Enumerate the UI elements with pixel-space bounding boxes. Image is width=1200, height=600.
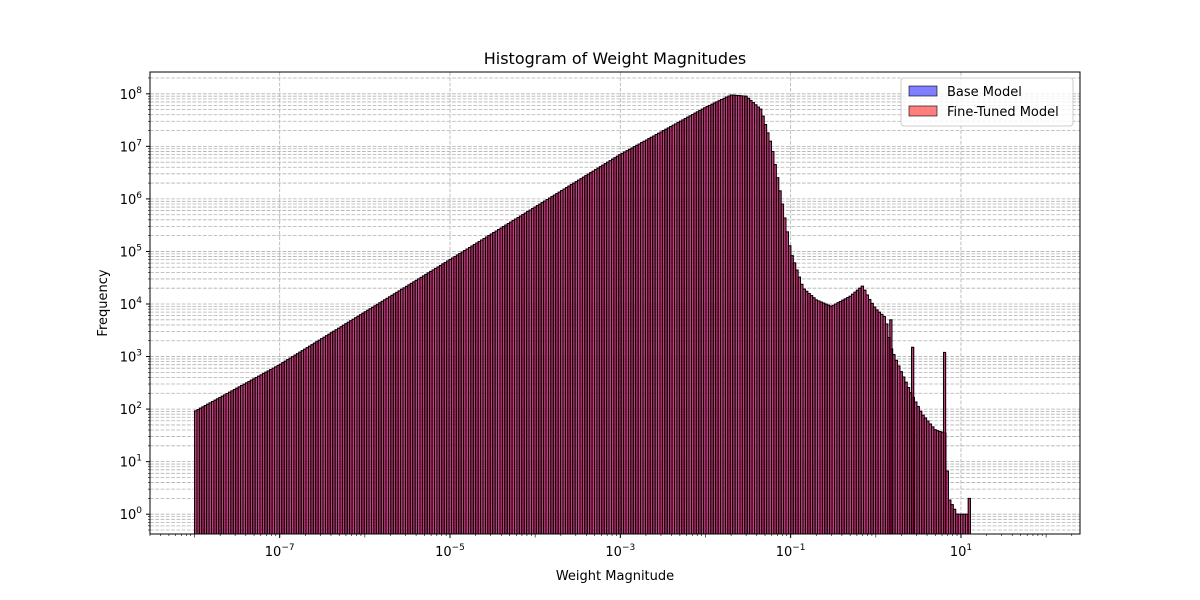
legend-label-fine-tuned-model: Fine-Tuned Model xyxy=(947,105,1059,120)
histogram-spike-fine-tuned-model xyxy=(942,351,947,535)
y-tick-label: 103 xyxy=(120,349,142,366)
y-tick-label: 106 xyxy=(120,191,143,208)
x-tick-label: 10−1 xyxy=(776,543,806,560)
legend-frame xyxy=(900,77,1074,127)
histogram-spike-fine-tuned-model xyxy=(967,497,971,535)
x-tick-label: 10−5 xyxy=(435,543,465,560)
histogram-bars xyxy=(194,94,971,535)
legend: Base Model Fine-Tuned Model xyxy=(900,77,1074,127)
y-axis-label: Frequency xyxy=(96,269,111,336)
y-tick-label: 104 xyxy=(120,296,143,313)
legend-label-base-model: Base Model xyxy=(947,85,1022,100)
y-tick-label: 107 xyxy=(120,138,142,155)
histogram-spike-fine-tuned-model xyxy=(889,319,893,535)
legend-swatch-fine-tuned-model xyxy=(908,105,938,117)
y-tick-label: 101 xyxy=(120,454,142,471)
histogram-spike-fine-tuned-model xyxy=(911,346,915,535)
y-tick-label: 102 xyxy=(120,401,142,418)
x-tick-label: 10−7 xyxy=(265,543,295,560)
y-tick-label: 100 xyxy=(120,506,143,523)
x-axis-label: Weight Magnitude xyxy=(556,569,674,584)
x-tick-label: 10−3 xyxy=(605,543,635,560)
plot-frame xyxy=(149,71,1081,535)
y-axis-ticks: 100 101 102 103 104 105 106 107 108 xyxy=(120,77,150,531)
histogram-bar-fine-tuned-model xyxy=(964,513,969,535)
legend-swatch-base-model xyxy=(908,85,938,97)
x-axis-ticks: 10−7 10−5 10−3 10−1 101 xyxy=(149,534,1073,560)
y-tick-label: 105 xyxy=(120,243,142,260)
chart-title: Histogram of Weight Magnitudes xyxy=(484,49,747,68)
x-tick-label: 101 xyxy=(950,543,972,560)
y-tick-label: 108 xyxy=(120,86,143,103)
